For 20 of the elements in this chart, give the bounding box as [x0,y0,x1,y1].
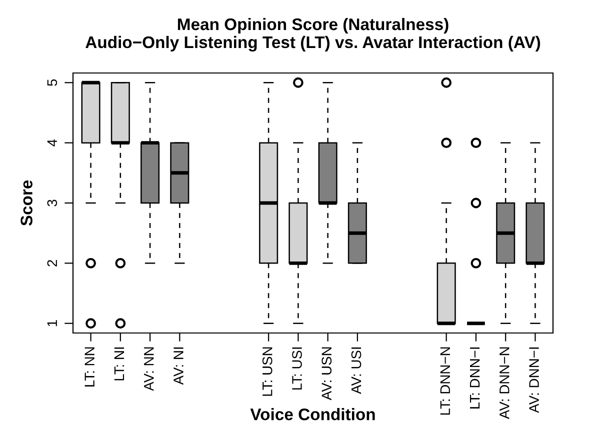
x-tick-label: AV: DNN−I [529,347,539,413]
x-tick-label: AV: USN [322,347,332,400]
x-axis-title: Voice Condition [250,408,375,420]
y-tick-label: 5 [47,79,58,86]
x-tick-label: LT: NN [84,347,94,386]
x-tick-label: LT: DNN−I [470,347,480,408]
x-tick-label: AV: USI [351,347,362,394]
chart-title: Mean Opinion Score (Naturalness) Audio−Only Listening Test (LT) vs. Avatar Interaction (AV) [86,18,540,52]
x-tick-label: LT: NI [114,347,124,380]
x-tick-label: LT: USN [262,347,272,396]
x-tick-label: LT: USI [292,347,302,390]
x-tick-label: LT: DNN−N [440,347,450,415]
y-axis-title: Score [20,180,32,226]
y-tick-label: 2 [47,260,57,266]
x-tick-label: AV: NI [174,347,184,385]
y-tick-label: 1 [47,320,57,326]
x-tick-label: AV: DNN−N [500,347,510,420]
y-tick-label: 4 [47,139,57,146]
x-tick-label: AV: NN [144,347,154,391]
y-tick-label: 3 [47,200,58,206]
